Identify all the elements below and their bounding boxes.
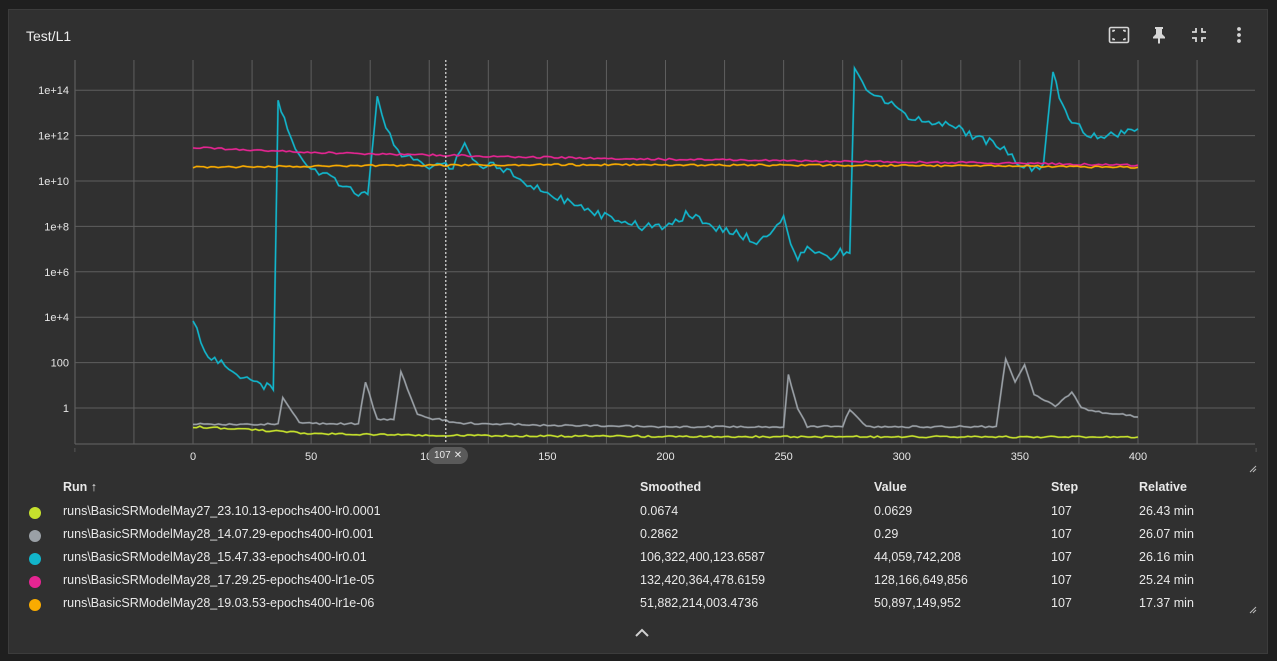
smoothed-value: 106,322,400,123.6587 (640, 550, 766, 564)
expand-less-icon[interactable] (633, 626, 651, 640)
run-name: runs\BasicSRModelMay28_15.47.33-epochs40… (63, 550, 367, 564)
fit-domain-button[interactable] (1099, 24, 1139, 46)
more-vert-icon (1237, 27, 1241, 43)
header-value[interactable]: Value (874, 480, 907, 494)
close-icon[interactable]: ✕ (453, 450, 463, 461)
run-name: runs\BasicSRModelMay28_19.03.53-epochs40… (63, 596, 375, 610)
table-row[interactable]: runs\BasicSRModelMay28_15.47.33-epochs40… (9, 550, 1267, 570)
series-line[interactable] (193, 356, 1139, 429)
collapse-button[interactable] (1179, 24, 1219, 46)
raw-value: 128,166,649,856 (874, 573, 968, 587)
relative-time: 17.37 min (1139, 596, 1194, 610)
more-options-button[interactable] (1219, 24, 1259, 46)
run-name: runs\BasicSRModelMay27_23.10.13-epochs40… (63, 504, 381, 518)
step-value: 107 (1051, 573, 1072, 587)
run-color-dot (29, 599, 41, 611)
table-header: Run ↑ Smoothed Value Step Relative (9, 480, 1267, 500)
header-run[interactable]: Run ↑ (63, 480, 98, 494)
header-smoothed[interactable]: Smoothed (640, 480, 702, 494)
y-tick-label: 1e+8 (44, 221, 69, 233)
x-tick-label: 150 (538, 451, 556, 463)
line-chart[interactable]: 05010015020025030035040011001e+41e+61e+8… (9, 10, 1267, 470)
x-tick-label: 350 (1011, 451, 1029, 463)
y-tick-label: 1e+14 (38, 85, 69, 97)
scalar-card: Test/L1 05010015020025030035040 (8, 9, 1268, 654)
y-tick-label: 100 (51, 358, 69, 370)
series-line[interactable] (192, 146, 1139, 167)
table-row[interactable]: runs\BasicSRModelMay27_23.10.13-epochs40… (9, 504, 1267, 524)
fit-domain-icon (1108, 26, 1130, 44)
run-color-dot (29, 576, 41, 588)
raw-value: 44,059,742,208 (874, 550, 961, 564)
table-row[interactable]: runs\BasicSRModelMay28_19.03.53-epochs40… (9, 596, 1267, 616)
run-name: runs\BasicSRModelMay28_14.07.29-epochs40… (63, 527, 374, 541)
card-title: Test/L1 (26, 28, 72, 44)
pin-button[interactable] (1139, 24, 1179, 46)
relative-time: 26.16 min (1139, 550, 1194, 564)
raw-value: 50,897,149,952 (874, 596, 961, 610)
x-tick-label: 400 (1129, 451, 1147, 463)
raw-value: 0.0629 (874, 504, 913, 518)
table-row[interactable]: runs\BasicSRModelMay28_14.07.29-epochs40… (9, 527, 1267, 547)
run-color-dot (29, 507, 41, 519)
smoothed-value: 0.0674 (640, 504, 679, 518)
header-relative[interactable]: Relative (1139, 480, 1187, 494)
series-line[interactable] (192, 65, 1139, 393)
pin-icon (1153, 27, 1165, 44)
resize-handle-icon[interactable] (1249, 465, 1257, 473)
hover-step-badge[interactable]: 107 ✕ (428, 447, 469, 464)
series-line[interactable] (192, 163, 1139, 169)
step-value: 107 (1051, 504, 1072, 518)
y-tick-label: 1e+10 (38, 176, 69, 188)
relative-time: 26.43 min (1139, 504, 1194, 518)
card-toolbar (1099, 24, 1259, 46)
x-tick-label: 300 (893, 451, 911, 463)
smoothed-value: 132,420,364,478.6159 (640, 573, 766, 587)
collapse-icon (1192, 28, 1206, 42)
hover-step-value: 107 (434, 450, 451, 461)
y-tick-label: 1e+4 (44, 312, 69, 324)
y-tick-label: 1 (63, 403, 69, 415)
y-tick-label: 1e+6 (44, 267, 69, 279)
step-value: 107 (1051, 550, 1072, 564)
x-tick-label: 250 (774, 451, 792, 463)
table-resize-handle-icon[interactable] (1249, 606, 1257, 614)
run-color-dot (29, 553, 41, 565)
raw-value: 0.29 (874, 527, 899, 541)
run-color-dot (29, 530, 41, 542)
step-value: 107 (1051, 527, 1072, 541)
smoothed-value: 0.2862 (640, 527, 679, 541)
relative-time: 26.07 min (1139, 527, 1194, 541)
x-tick-label: 50 (305, 451, 317, 463)
smoothed-value: 51,882,214,003.4736 (640, 596, 759, 610)
x-tick-label: 200 (656, 451, 674, 463)
x-tick-label: 0 (190, 451, 196, 463)
table-row[interactable]: runs\BasicSRModelMay28_17.29.25-epochs40… (9, 573, 1267, 593)
step-value: 107 (1051, 596, 1072, 610)
y-tick-label: 1e+12 (38, 131, 69, 143)
relative-time: 25.24 min (1139, 573, 1194, 587)
header-step[interactable]: Step (1051, 480, 1079, 494)
series-line[interactable] (192, 425, 1139, 439)
run-name: runs\BasicSRModelMay28_17.29.25-epochs40… (63, 573, 375, 587)
